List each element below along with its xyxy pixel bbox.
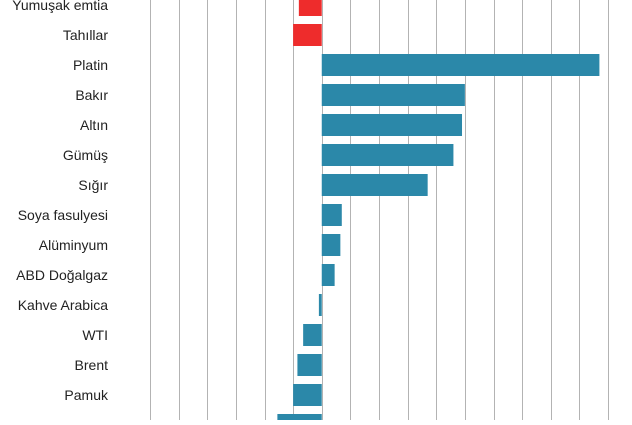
category-label: Platin [73, 57, 108, 73]
bar-9 [321, 264, 335, 286]
bar-11 [303, 324, 322, 346]
category-labels: Yumuşak emtia Tahıllar Platin Bakır Altın Güm… [12, 0, 109, 425]
category-label: Sığır [78, 177, 108, 193]
category-label: Soya fasulyesi [18, 207, 108, 223]
category-label: WTI [82, 327, 108, 343]
bar-3 [321, 84, 465, 106]
bars [277, 0, 600, 425]
category-label: Bakır [75, 87, 108, 103]
category-label: Tahıllar [63, 27, 108, 43]
category-label: Pamuk [64, 387, 109, 403]
category-label: ABD Doğalgaz [16, 267, 108, 283]
bar-0 [298, 0, 322, 16]
category-label: Brent [75, 357, 109, 373]
bar-1 [293, 24, 322, 46]
bar-8 [321, 234, 341, 256]
category-label: Alüminyum [39, 237, 108, 253]
bar-6 [321, 174, 428, 196]
category-label: Altın [80, 117, 108, 133]
bar-7 [321, 204, 342, 226]
bar-2 [321, 54, 600, 76]
bar-10 [318, 294, 322, 316]
category-label: Kahve Arabica [18, 297, 108, 313]
bar-4 [321, 114, 463, 136]
bar-12 [297, 354, 322, 376]
bar-14 [277, 414, 322, 425]
category-label: Gümüş [63, 147, 108, 163]
bar-5 [321, 144, 454, 166]
category-label: Yumuşak emtia [12, 0, 108, 13]
bar-13 [293, 384, 322, 406]
